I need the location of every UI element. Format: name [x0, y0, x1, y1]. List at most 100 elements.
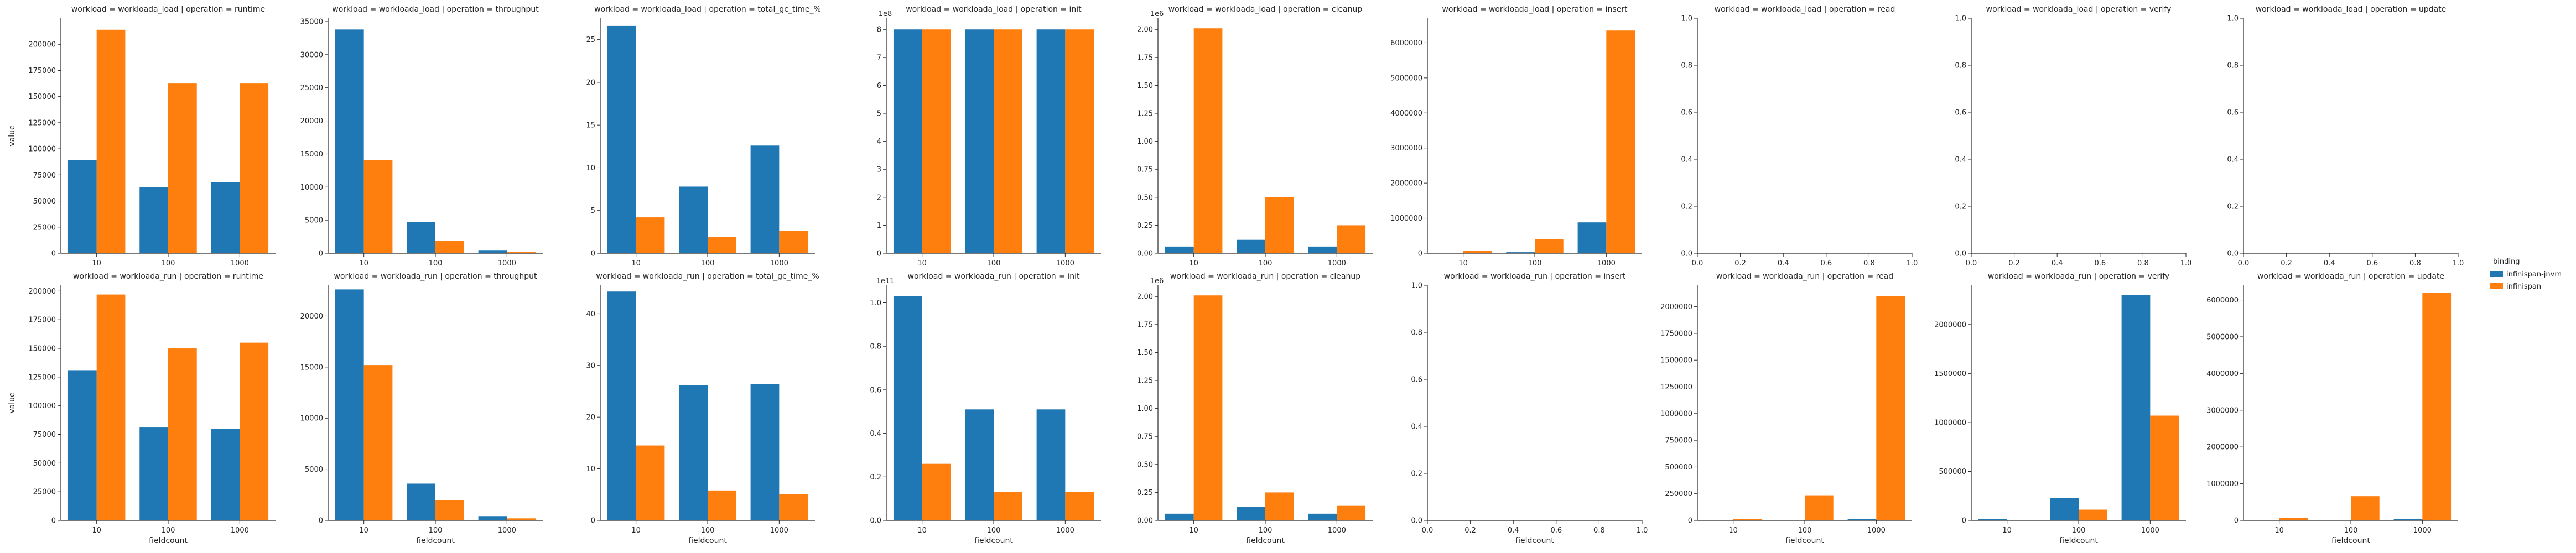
y-tick-label: 200000 [28, 41, 56, 49]
x-tick-label: 0.0 [1422, 526, 1434, 535]
y-tick-label: 75000 [33, 171, 56, 180]
legend-swatch-infinispan-jnvm [2490, 271, 2503, 277]
x-tick-label: 10 [359, 526, 368, 535]
y-tick-label: 5000 [305, 217, 323, 225]
x-tick-label: 1000 [2413, 526, 2432, 535]
bar-infinispan [779, 231, 808, 253]
y-tick-label: 125000 [28, 119, 56, 127]
x-tick-label: 1.0 [1907, 259, 1918, 268]
y-tick-label: 0 [1418, 250, 1422, 258]
y-tick-label: 15 [586, 122, 595, 130]
x-tick-label: 10 [92, 259, 101, 268]
x-tick-label: 10 [359, 259, 368, 268]
y-tick-label: 20 [586, 414, 595, 422]
bar-infinispan [240, 342, 269, 520]
y-axis-label: value [8, 392, 17, 413]
x-tick-label: 100 [1259, 259, 1273, 268]
y-tick-label: 1750000 [1660, 330, 1692, 338]
bar-infinispan [363, 160, 393, 253]
bar-infinispan [96, 294, 126, 520]
y-tick-label: 0.0 [1411, 517, 1422, 525]
y-tick-label: 500000 [1939, 468, 1966, 476]
facet-panel: workload = workloada_load | operation = … [586, 5, 820, 268]
y-tick-label: 2000000 [1390, 180, 1422, 188]
bar-infinispan-jnvm [1308, 246, 1337, 253]
bar-infinispan-jnvm [1577, 222, 1607, 253]
panel-title: workload = workloada_load | operation = … [1168, 5, 1363, 14]
x-tick-label: 0.6 [2366, 259, 2378, 268]
x-tick-label: 1000 [231, 526, 249, 535]
x-tick-label: 0.4 [1508, 526, 1519, 535]
y-tick-label: 2000000 [2206, 444, 2239, 452]
facet-panel: workload = workloada_run | operation = r… [1660, 272, 1912, 545]
y-tick-label: 0 [319, 250, 323, 258]
y-tick-label: 0 [877, 250, 881, 258]
y-tick-label: 250000 [1665, 490, 1692, 498]
facet-panel: workload = workloada_load | operation = … [300, 5, 543, 268]
bar-infinispan [1065, 29, 1094, 253]
bar-infinispan [240, 83, 269, 253]
x-tick-label: 100 [162, 259, 175, 268]
x-tick-label: 10 [2274, 526, 2284, 535]
x-tick-label: 0.4 [2052, 259, 2063, 268]
bar-infinispan [2279, 518, 2308, 520]
x-tick-label: 10 [631, 259, 641, 268]
bar-infinispan [1065, 492, 1094, 520]
x-tick-label: 1000 [1597, 259, 1616, 268]
x-tick-label: 100 [701, 526, 715, 535]
bar-infinispan-jnvm [67, 370, 97, 520]
bar-infinispan [2351, 496, 2380, 520]
x-tick-label: 1000 [231, 259, 249, 268]
x-tick-label: 0.8 [2409, 259, 2421, 268]
y-tick-label: 1.75 [1137, 321, 1153, 329]
bar-infinispan-jnvm [407, 483, 435, 520]
y-tick-label: 1.50 [1137, 349, 1153, 357]
y-tick-label: 0 [591, 250, 595, 258]
panel-title: workload = workloada_load | operation = … [1715, 5, 1895, 14]
x-tick-label: 1000 [770, 526, 788, 535]
x-tick-label: 0.2 [2281, 259, 2292, 268]
y-tick-label: 1.50 [1137, 82, 1153, 90]
y-tick-label: 1.00 [1137, 138, 1153, 146]
y-tick-label: 1 [877, 222, 881, 230]
x-tick-label: 1000 [2141, 526, 2159, 535]
y-tick-label: 10000 [300, 415, 323, 423]
y-tick-label: 0.8 [2227, 62, 2239, 70]
x-axis-label: fieldcount [1246, 536, 1285, 545]
y-tick-label: 0.6 [1955, 109, 1966, 117]
y-tick-label: 0.6 [1681, 109, 1692, 117]
x-tick-label: 1000 [1056, 526, 1074, 535]
x-tick-label: 10 [631, 526, 641, 535]
x-tick-label: 0.0 [1966, 259, 1977, 268]
y-tick-label: 0.2 [1411, 470, 1422, 478]
y-tick-label: 7 [877, 54, 881, 62]
bar-infinispan [1265, 197, 1294, 253]
x-tick-label: 1000 [1328, 526, 1346, 535]
facet-panel: workload = workloada_load | operation = … [8, 5, 276, 268]
facet-panel: workload = workloada_run | operation = i… [870, 272, 1101, 545]
y-tick-label: 50000 [33, 460, 56, 468]
panel-title: workload = workloada_load | operation = … [594, 5, 821, 14]
y-tick-label: 0.6 [870, 386, 881, 394]
x-tick-label: 1000 [770, 259, 788, 268]
bar-infinispan [779, 494, 808, 520]
y-tick-label: 750000 [1665, 437, 1692, 445]
bar-infinispan-jnvm [1506, 252, 1535, 253]
y-tick-label: 75000 [33, 431, 56, 439]
facet-panel: workload = workloada_load | operation = … [2227, 5, 2464, 268]
y-tick-label: 10 [586, 465, 595, 473]
bar-infinispan-jnvm [893, 29, 922, 253]
y-tick-label: 4 [877, 138, 881, 146]
y-tick-label: 6000000 [1390, 39, 1422, 48]
y-tick-label: 1500000 [1660, 357, 1692, 365]
x-tick-label: 1000 [1056, 259, 1074, 268]
bar-infinispan-jnvm [607, 291, 636, 520]
bar-infinispan [636, 217, 665, 253]
panel-title: workload = workloada_run | operation = t… [334, 272, 537, 281]
y-tick-label: 40 [586, 310, 595, 319]
bar-infinispan [2079, 509, 2107, 520]
y-tick-label: 2000000 [1934, 321, 1966, 329]
y-tick-label: 1.25 [1137, 110, 1153, 118]
bar-infinispan-jnvm [1237, 239, 1265, 253]
y-tick-label: 0 [319, 517, 323, 525]
